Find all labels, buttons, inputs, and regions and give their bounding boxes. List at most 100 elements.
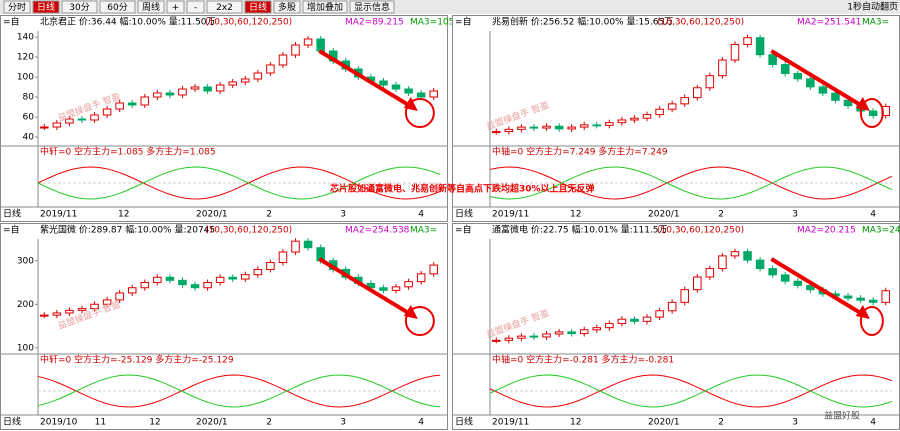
toolbar-label[interactable]: 分时 [8,1,26,13]
candle [793,72,803,80]
toolbar-button[interactable] [273,0,301,14]
candle [203,86,212,92]
toolbar-label[interactable]: 2x2 [216,3,233,13]
toolbar-button[interactable] [99,0,136,14]
oscillator-red [37,374,441,408]
toolbar-label[interactable]: 增加叠加 [307,1,343,13]
candle [153,92,162,98]
toolbar-label[interactable]: 60分 [107,2,127,13]
toolbar-button[interactable] [206,0,243,14]
x-tick-label: 2 [266,210,272,220]
candle [667,301,677,312]
x-tick-label: 12 [570,210,581,220]
candle [379,80,388,86]
period-label: 日线 [3,416,21,428]
ma3-label: MA3= [862,18,889,28]
candle [655,310,664,318]
candle [140,96,150,106]
panel-menu[interactable]: =自 [3,224,20,236]
x-tick-label: 3 [340,418,346,428]
candle [718,255,727,270]
y-tick-label: 60 [23,113,35,123]
candle [529,335,539,338]
toolbar-button[interactable] [32,0,60,14]
period-label: 日线 [3,208,21,220]
candle [241,274,250,280]
indicator-label: 中轩=0 空方主力=1.085 多方主力=1.085 [40,146,216,158]
y-tick-label: 80 [23,93,35,103]
ma-params: (10,30,60,120,250) [205,18,292,28]
toolbar-button[interactable] [244,0,272,14]
candle [743,251,752,261]
x-tick-label: 12 [118,210,129,220]
candle [630,117,639,121]
candle [429,264,438,275]
candle [730,43,740,61]
candle [667,103,677,110]
toolbar-label[interactable]: + [172,3,180,13]
candle [642,316,652,322]
candle [693,87,702,99]
panel-menu[interactable]: =自 [455,224,472,236]
toolbar-button[interactable] [3,0,31,14]
toolbar-label[interactable]: 日线 [37,1,55,13]
candle [780,64,790,74]
toolbar-label[interactable]: 显示信息 [354,1,390,13]
x-tick-label: 12 [570,418,581,428]
highlight-circle [404,306,435,336]
y-tick-label: 100 [17,343,34,353]
candle [856,297,865,301]
toolbar-label[interactable]: 周线 [142,1,160,13]
candle [178,88,187,96]
toolbar-button[interactable] [166,0,185,14]
y-tick-label: 300 [17,256,34,266]
oscillator-green [37,374,441,408]
candle [831,92,840,101]
x-tick-label: 3 [792,210,798,220]
candle [529,126,539,129]
trend-arrow [770,49,865,109]
candle [65,309,74,314]
candle [579,124,589,128]
candle [291,240,300,253]
candle [655,108,664,116]
toolbar-label[interactable]: 多股 [278,1,296,13]
x-tick-label: 12 [149,418,160,428]
ma3-label: MA3= [410,226,437,236]
stock-info: 通富微电 价:22.75 幅:10.01% 量:111.5万 [492,224,668,236]
candle [253,268,263,276]
panel-menu[interactable]: =自 [3,16,20,28]
candle [693,276,702,291]
toolbar-label[interactable]: 日线 [249,1,267,13]
toolbar-button[interactable] [302,0,348,14]
toolbar-button[interactable] [61,0,98,14]
candle [77,118,87,121]
toolbar-button[interactable] [349,0,395,14]
candle [266,261,275,270]
x-tick-label: 4 [418,210,424,220]
x-tick-label: 2020/1 [648,210,680,220]
auto-page[interactable]: 1秒自动翻页 [847,1,898,13]
toolbar-button[interactable] [186,0,205,14]
candle [165,92,175,96]
candle [215,276,225,284]
toolbar-label[interactable]: 30分 [69,2,89,13]
panel-menu[interactable]: =自 [455,16,472,28]
x-tick-label: 2020/1 [196,418,228,428]
candle [843,99,853,107]
toolbar-label[interactable]: - [194,3,197,13]
candle [115,292,124,301]
candle [793,280,803,286]
candle [743,37,752,45]
y-tick-label: 140 [17,33,34,43]
ma-params: (10,30,60,120,250) [657,226,744,236]
candle [504,337,514,341]
x-tick-label: 2020/1 [648,418,680,428]
ma2-label: MA2=254.538 [345,226,410,236]
candle [65,118,74,124]
x-tick-label: 2 [718,418,724,428]
candle [755,259,765,270]
oscillator-green [489,166,893,200]
toolbar-button[interactable] [137,0,165,14]
